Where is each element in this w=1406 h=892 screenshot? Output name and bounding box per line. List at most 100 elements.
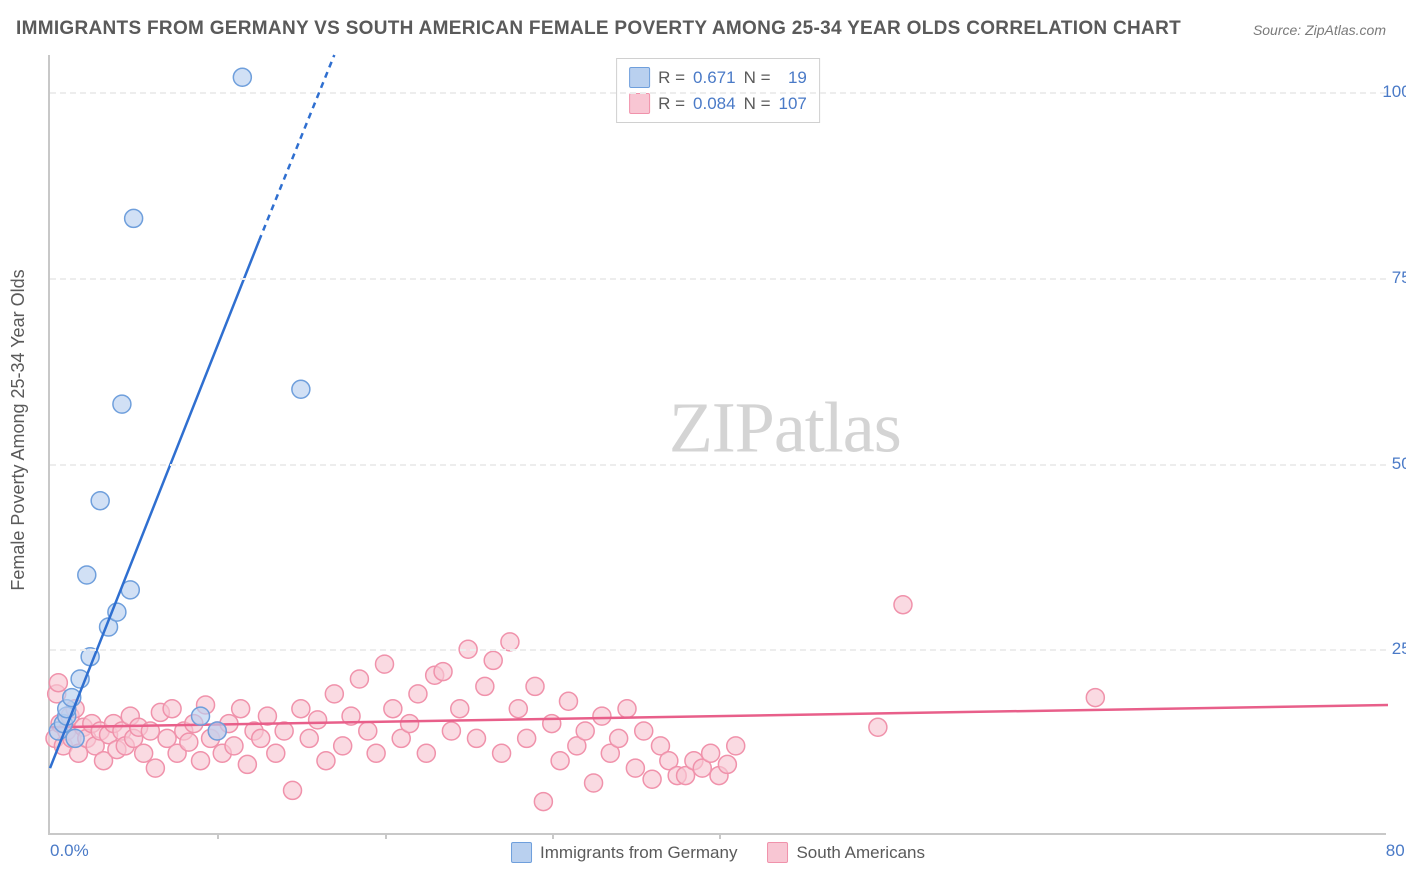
data-point [66,729,84,747]
y-tick-label: 100.0% [1382,82,1406,102]
gridline [50,278,1386,280]
swatch-south-american-icon [629,93,650,114]
y-axis-label: Female Poverty Among 25-34 Year Olds [8,269,29,590]
data-point [367,744,385,762]
data-point [518,729,536,747]
legend-row-germany: R = 0.671 N = 19 [629,65,807,91]
data-point [501,633,519,651]
gridline [50,464,1386,466]
data-point [727,737,745,755]
gridline [50,92,1386,94]
y-tick-label: 75.0% [1392,268,1406,288]
data-point [643,770,661,788]
scatter-plot-area: ZIPatlas R = 0.671 N = 19 R = 0.084 N = … [48,55,1386,835]
data-point [208,722,226,740]
data-point [451,700,469,718]
regression-line [50,705,1388,727]
data-point [238,755,256,773]
data-point [484,651,502,669]
data-point [467,729,485,747]
series-legend: Immigrants from Germany South Americans [511,842,925,863]
data-point [576,722,594,740]
data-point [384,700,402,718]
data-point [267,744,285,762]
r-label: R = [658,65,685,91]
source-label: Source: [1253,22,1301,38]
n-value: 19 [779,65,807,91]
data-point [401,715,419,733]
data-point [350,670,368,688]
r-value: 0.084 [693,91,736,117]
data-point [91,492,109,510]
swatch-south-american-icon [767,842,788,863]
x-tick-mark [385,833,387,839]
data-point [180,733,198,751]
data-point [163,700,181,718]
data-point [125,209,143,227]
y-tick-label: 25.0% [1392,639,1406,659]
data-point [135,744,153,762]
data-point [232,700,250,718]
chart-svg [50,55,1386,833]
y-tick-label: 50.0% [1392,454,1406,474]
data-point [526,677,544,695]
data-point [551,752,569,770]
n-value: 107 [779,91,807,117]
data-point [317,752,335,770]
data-point [635,722,653,740]
data-point [146,759,164,777]
data-point [442,722,460,740]
x-tick-label-max: 80.0% [1386,841,1406,861]
chart-title: IMMIGRANTS FROM GERMANY VS SOUTH AMERICA… [16,18,1181,40]
data-point [309,711,327,729]
regression-line-dashed [259,55,334,241]
data-point [618,700,636,718]
data-point [292,380,310,398]
legend-label: Immigrants from Germany [540,843,737,863]
legend-label: South Americans [796,843,925,863]
gridline [50,649,1386,651]
r-label: R = [658,91,685,117]
data-point [49,674,67,692]
data-point [284,781,302,799]
data-point [417,744,435,762]
data-point [192,707,210,725]
swatch-germany-icon [511,842,532,863]
data-point [233,68,251,86]
n-label: N = [744,65,771,91]
correlation-legend: R = 0.671 N = 19 R = 0.084 N = 107 [616,58,820,123]
data-point [626,759,644,777]
data-point [718,755,736,773]
x-tick-mark [217,833,219,839]
data-point [543,715,561,733]
data-point [325,685,343,703]
data-point [509,700,527,718]
data-point [1086,689,1104,707]
legend-row-south-american: R = 0.084 N = 107 [629,91,807,117]
data-point [376,655,394,673]
data-point [192,752,210,770]
data-point [334,737,352,755]
data-point [894,596,912,614]
data-point [300,729,318,747]
data-point [292,700,310,718]
data-point [476,677,494,695]
data-point [225,737,243,755]
source-credit: Source: ZipAtlas.com [1253,22,1386,38]
data-point [409,685,427,703]
x-tick-mark [552,833,554,839]
x-tick-label-min: 0.0% [50,841,89,861]
x-tick-mark [719,833,721,839]
r-value: 0.671 [693,65,736,91]
data-point [252,729,270,747]
data-point [534,793,552,811]
data-point [559,692,577,710]
data-point [585,774,603,792]
data-point [359,722,377,740]
legend-item-germany: Immigrants from Germany [511,842,737,863]
data-point [702,744,720,762]
source-name: ZipAtlas.com [1305,22,1386,38]
regression-line [50,241,259,768]
data-point [593,707,611,725]
data-point [869,718,887,736]
